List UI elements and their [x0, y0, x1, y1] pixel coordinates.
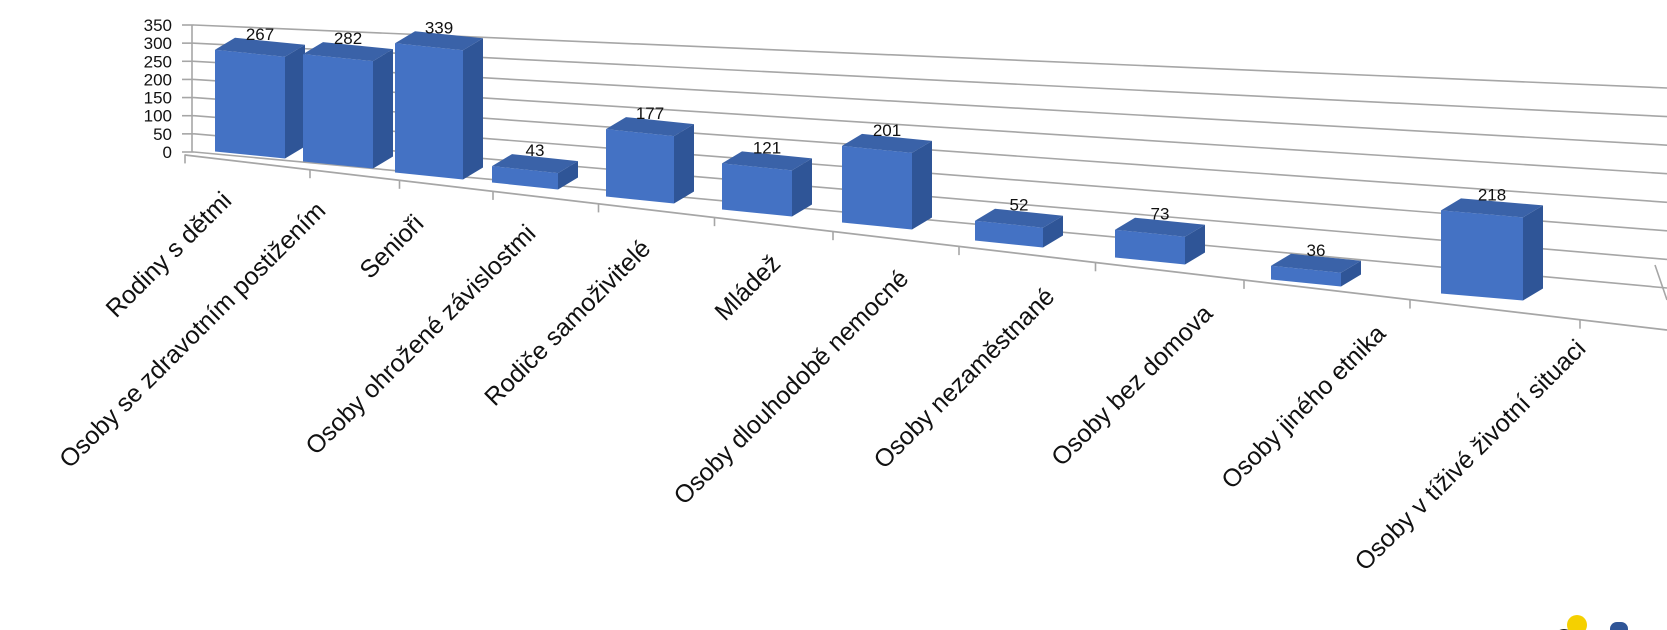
bar-side [792, 158, 812, 217]
bar-front [303, 54, 373, 169]
y-tick-label: 200 [144, 70, 172, 89]
category-label: Osoby ohrožené závislostmi [300, 219, 541, 460]
category-label: Osoby nezaměstnané [868, 282, 1060, 474]
bar-front [722, 163, 792, 217]
bar-top [975, 208, 1063, 228]
bar-side [373, 49, 393, 169]
bar-front [842, 145, 912, 230]
data-label: 201 [873, 121, 901, 140]
bar-side [285, 44, 305, 159]
category-label: Osoby dlouhodobě nemocné [668, 264, 914, 510]
bar-side [1523, 205, 1543, 301]
bar-side [463, 38, 483, 180]
bar-side [912, 140, 932, 230]
floor-side-edge [1654, 264, 1667, 301]
category-label: Mládež [709, 249, 786, 326]
bar-side [558, 161, 578, 190]
data-label: 339 [425, 18, 453, 37]
logo-dot-yellow [1567, 615, 1587, 630]
category-label: Osoby bez domova [1046, 299, 1218, 471]
bar-top [1115, 217, 1205, 237]
bar-front [975, 220, 1043, 248]
y-tick-label: 0 [163, 143, 172, 162]
bar-front [1115, 229, 1185, 265]
bar-front [1441, 210, 1523, 301]
bar-top [215, 37, 305, 57]
data-label: 36 [1307, 241, 1326, 260]
category-label: Osoby v tíživé životní situaci [1349, 334, 1591, 576]
bar-front [215, 49, 285, 159]
bar-top [1271, 253, 1361, 273]
bar-front [1271, 265, 1341, 287]
data-label: 73 [1151, 205, 1170, 224]
bar-front [492, 166, 558, 190]
y-tick-label: 350 [144, 16, 172, 35]
bar-top [722, 151, 812, 171]
bar-top [842, 133, 932, 153]
bar-front [606, 129, 674, 204]
bar-top [1441, 198, 1543, 218]
data-label: 218 [1478, 185, 1506, 204]
bar-top [606, 117, 694, 137]
bar-side [1341, 260, 1361, 287]
bar-top [303, 42, 393, 62]
bar-front [395, 43, 463, 180]
y-tick-label: 250 [144, 52, 172, 71]
data-label: 52 [1010, 196, 1029, 215]
x-axis-line [184, 154, 1667, 331]
bar-side [1185, 224, 1205, 265]
bar-side [674, 124, 694, 204]
data-label: 43 [526, 141, 545, 160]
y-tick-label: 150 [144, 89, 172, 108]
logo-shape-blue [1610, 622, 1628, 630]
data-label: 282 [334, 29, 362, 48]
category-label: Senioři [354, 209, 429, 284]
data-label: 121 [753, 138, 781, 157]
data-label: 267 [246, 25, 274, 44]
bar-top [395, 31, 483, 51]
bar-side [1043, 215, 1063, 248]
y-tick-label: 50 [153, 125, 172, 144]
data-label: 177 [636, 104, 664, 123]
y-tick-label: 100 [144, 107, 172, 126]
category-label: Osoby jiného etnika [1216, 319, 1391, 494]
bar-top [492, 154, 578, 174]
y-tick-label: 300 [144, 34, 172, 53]
